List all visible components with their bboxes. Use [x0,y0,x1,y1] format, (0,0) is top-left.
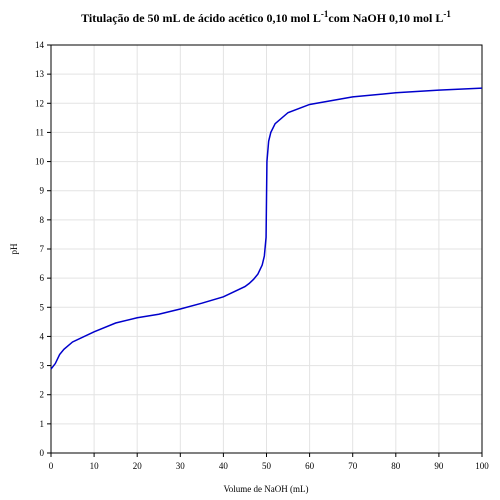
x-tick-label: 80 [391,461,401,471]
y-tick-label: 8 [40,215,45,225]
y-tick-label: 10 [35,157,45,167]
x-tick-label: 30 [176,461,186,471]
data-line [50,87,483,370]
x-tick-label: 100 [475,461,489,471]
x-tick-label: 70 [348,461,358,471]
y-tick-label: 6 [40,273,45,283]
y-tick-label: 7 [40,244,45,254]
y-tick-label: 0 [40,448,45,458]
x-tick-label: 60 [305,461,315,471]
x-tick-label: 10 [90,461,100,471]
chart-title: Titulação de 50 mL de ácido acético 0,10… [81,9,451,25]
x-tick-label: 20 [133,461,143,471]
y-axis-label: pH [9,243,19,255]
y-tick-label: 2 [40,390,45,400]
title-part: Titulação de 50 mL de ácido acético 0,10… [81,11,321,25]
y-tick-label: 5 [40,302,45,312]
y-tick-label: 1 [40,419,45,429]
y-tick-label: 4 [40,331,45,341]
x-tick-label: 40 [219,461,229,471]
y-tick-label: 14 [35,40,45,50]
title-sup: -1 [443,9,451,19]
y-tick-label: 3 [40,361,45,371]
title-sup: -1 [321,9,329,19]
y-tick-label: 11 [35,127,44,137]
y-tick-label: 13 [35,69,45,79]
y-tick-label: 9 [40,186,45,196]
plot-frame [50,44,483,454]
x-axis-label: Volume de NaOH (mL) [223,484,308,494]
y-tick-label: 12 [35,98,44,108]
x-tick-label: 90 [434,461,444,471]
title-part: com NaOH 0,10 mol L [328,11,443,25]
x-tick-label: 50 [262,461,272,471]
x-tick-label: 0 [49,461,54,471]
